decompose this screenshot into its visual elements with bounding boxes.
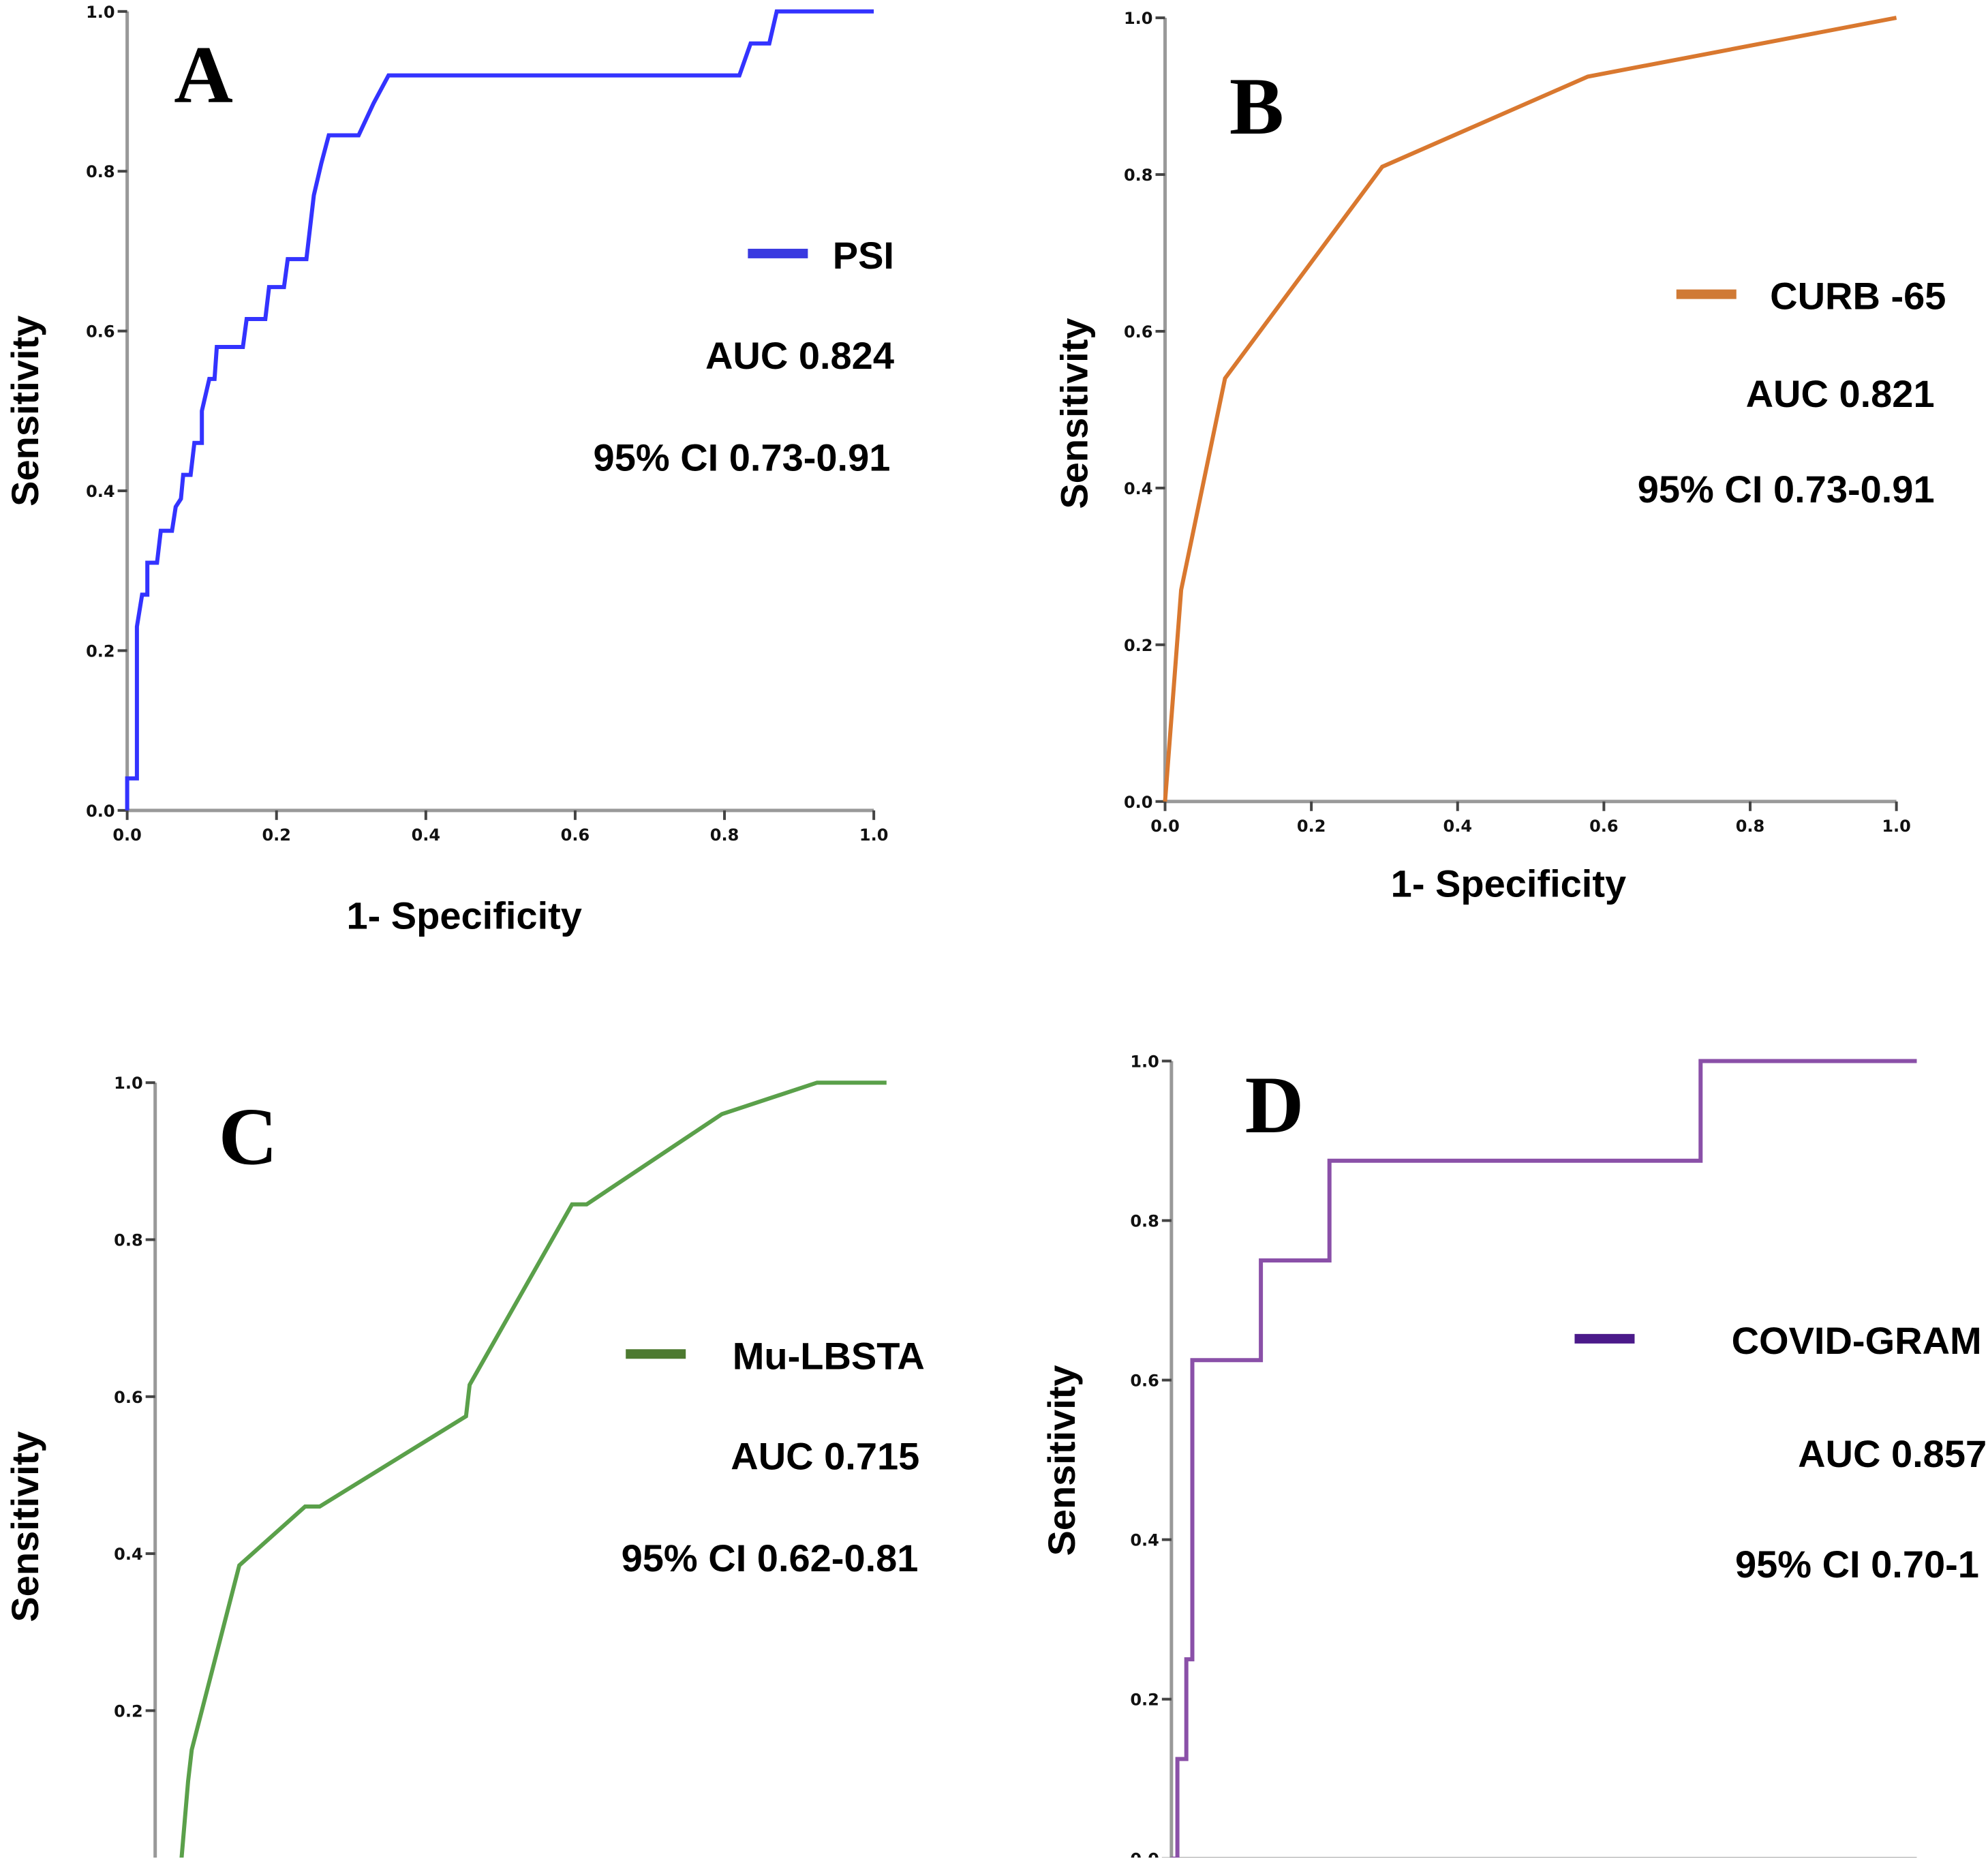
y-tick-label: 0.6 (1130, 1372, 1159, 1391)
auc-annotation: AUC 0.824 (705, 334, 894, 377)
auc-annotation: AUC 0.715 (731, 1435, 919, 1478)
x-tick-label: 0.4 (412, 826, 441, 845)
panel-letter: D (1245, 1059, 1304, 1150)
y-tick-label: 0.8 (114, 1231, 143, 1250)
ci-annotation: 95% CI 0.62-0.81 (622, 1537, 919, 1579)
ci-annotation: 95% CI 0.70-1 (1735, 1543, 1979, 1586)
y-tick-label: 0.6 (86, 322, 115, 342)
y-tick-label: 1.0 (86, 3, 115, 22)
x-axis-title: 1- Specificity (1391, 862, 1626, 905)
y-tick-label: 0.6 (114, 1388, 143, 1407)
x-tick-label: 0.0 (1150, 817, 1180, 836)
legend-swatch (626, 1349, 686, 1359)
panel-d: 0.00.20.40.60.81.00.00.20.40.60.81.0Sens… (1040, 1052, 1987, 1861)
y-axis-title: Sensitivity (1053, 318, 1096, 509)
ci-annotation: 95% CI 0.73-0.91 (594, 436, 891, 479)
y-tick-label: 0.4 (1130, 1531, 1159, 1550)
y-tick-label: 0.8 (1124, 166, 1153, 185)
y-axis-title: Sensitivity (3, 316, 46, 506)
legend-label: CURB -65 (1770, 275, 1946, 318)
x-tick-label: 0.4 (1443, 817, 1473, 836)
y-tick-label: 1.0 (1124, 9, 1153, 28)
x-tick-label: 1.0 (1882, 817, 1911, 836)
y-tick-label: 0.0 (86, 802, 115, 821)
x-tick-label: 0.6 (1589, 817, 1619, 836)
x-tick-label: 0.8 (710, 826, 739, 845)
y-tick-label: 0.0 (1130, 1850, 1159, 1858)
x-tick-label: 0.6 (561, 826, 590, 845)
legend-swatch (748, 248, 808, 258)
y-tick-label: 0.8 (1130, 1212, 1159, 1231)
x-tick-label: 1.0 (859, 826, 889, 845)
panel-letter: A (174, 29, 233, 119)
legend-label: Mu-LBSTA (733, 1334, 925, 1377)
auc-annotation: AUC 0.857 (1798, 1432, 1987, 1475)
y-tick-label: 0.2 (114, 1701, 143, 1721)
y-tick-label: 0.2 (86, 641, 115, 661)
x-tick-label: 0.2 (1297, 817, 1326, 836)
x-tick-label: 0.8 (1736, 817, 1765, 836)
panel-letter: B (1229, 61, 1284, 151)
legend-label: PSI (833, 234, 894, 277)
y-axis-title: Sensitivity (3, 1431, 46, 1622)
panel-a: 0.0 0.2 0.4 0.6 0.8 1.0 0.0 0.2 0.4 0.6 0.8 1.0 Sens… (3, 3, 894, 937)
y-tick-label: 0.2 (1130, 1691, 1159, 1710)
legend-swatch (1676, 289, 1737, 299)
auc-annotation: AUC 0.821 (1746, 372, 1935, 415)
y-tick-label: 1.0 (114, 1074, 143, 1093)
ci-annotation: 95% CI 0.73-0.91 (1638, 468, 1935, 511)
panel-c: 0.00.20.40.60.81.00.00.20.40.60.81.0Sens… (3, 1074, 925, 1861)
y-tick-label: 0.8 (86, 162, 115, 181)
y-tick-label: 0.4 (114, 1545, 143, 1564)
roc-curve-curb-65 (1163, 16, 1897, 802)
y-axis-title: Sensitivity (1040, 1365, 1083, 1556)
x-tick-label: 0.0 (112, 826, 142, 845)
x-tick-label: 0.2 (262, 826, 291, 845)
legend-label: COVID-GRAM (1732, 1319, 1982, 1362)
roc-curve-mu-lbsta (179, 1080, 887, 1861)
x-axis-title: 1- Specificity (346, 894, 581, 937)
roc-curve-psi (125, 9, 874, 811)
y-tick-label: 0.0 (1124, 793, 1153, 812)
legend-swatch (1574, 1333, 1635, 1344)
roc-curve-covid-gram (1171, 1059, 1917, 1861)
y-tick-label: 1.0 (1130, 1052, 1159, 1071)
panel-letter: C (219, 1091, 278, 1182)
y-tick-label: 0.4 (86, 482, 115, 501)
y-tick-label: 0.6 (1124, 322, 1153, 342)
panel-b: 0.0 0.2 0.4 0.6 0.8 1.0 0.0 0.2 0.4 0.6 0.8 1.0 Sens… (1053, 9, 1946, 905)
y-tick-label: 0.4 (1124, 479, 1153, 498)
y-tick-label: 0.2 (1124, 636, 1153, 655)
